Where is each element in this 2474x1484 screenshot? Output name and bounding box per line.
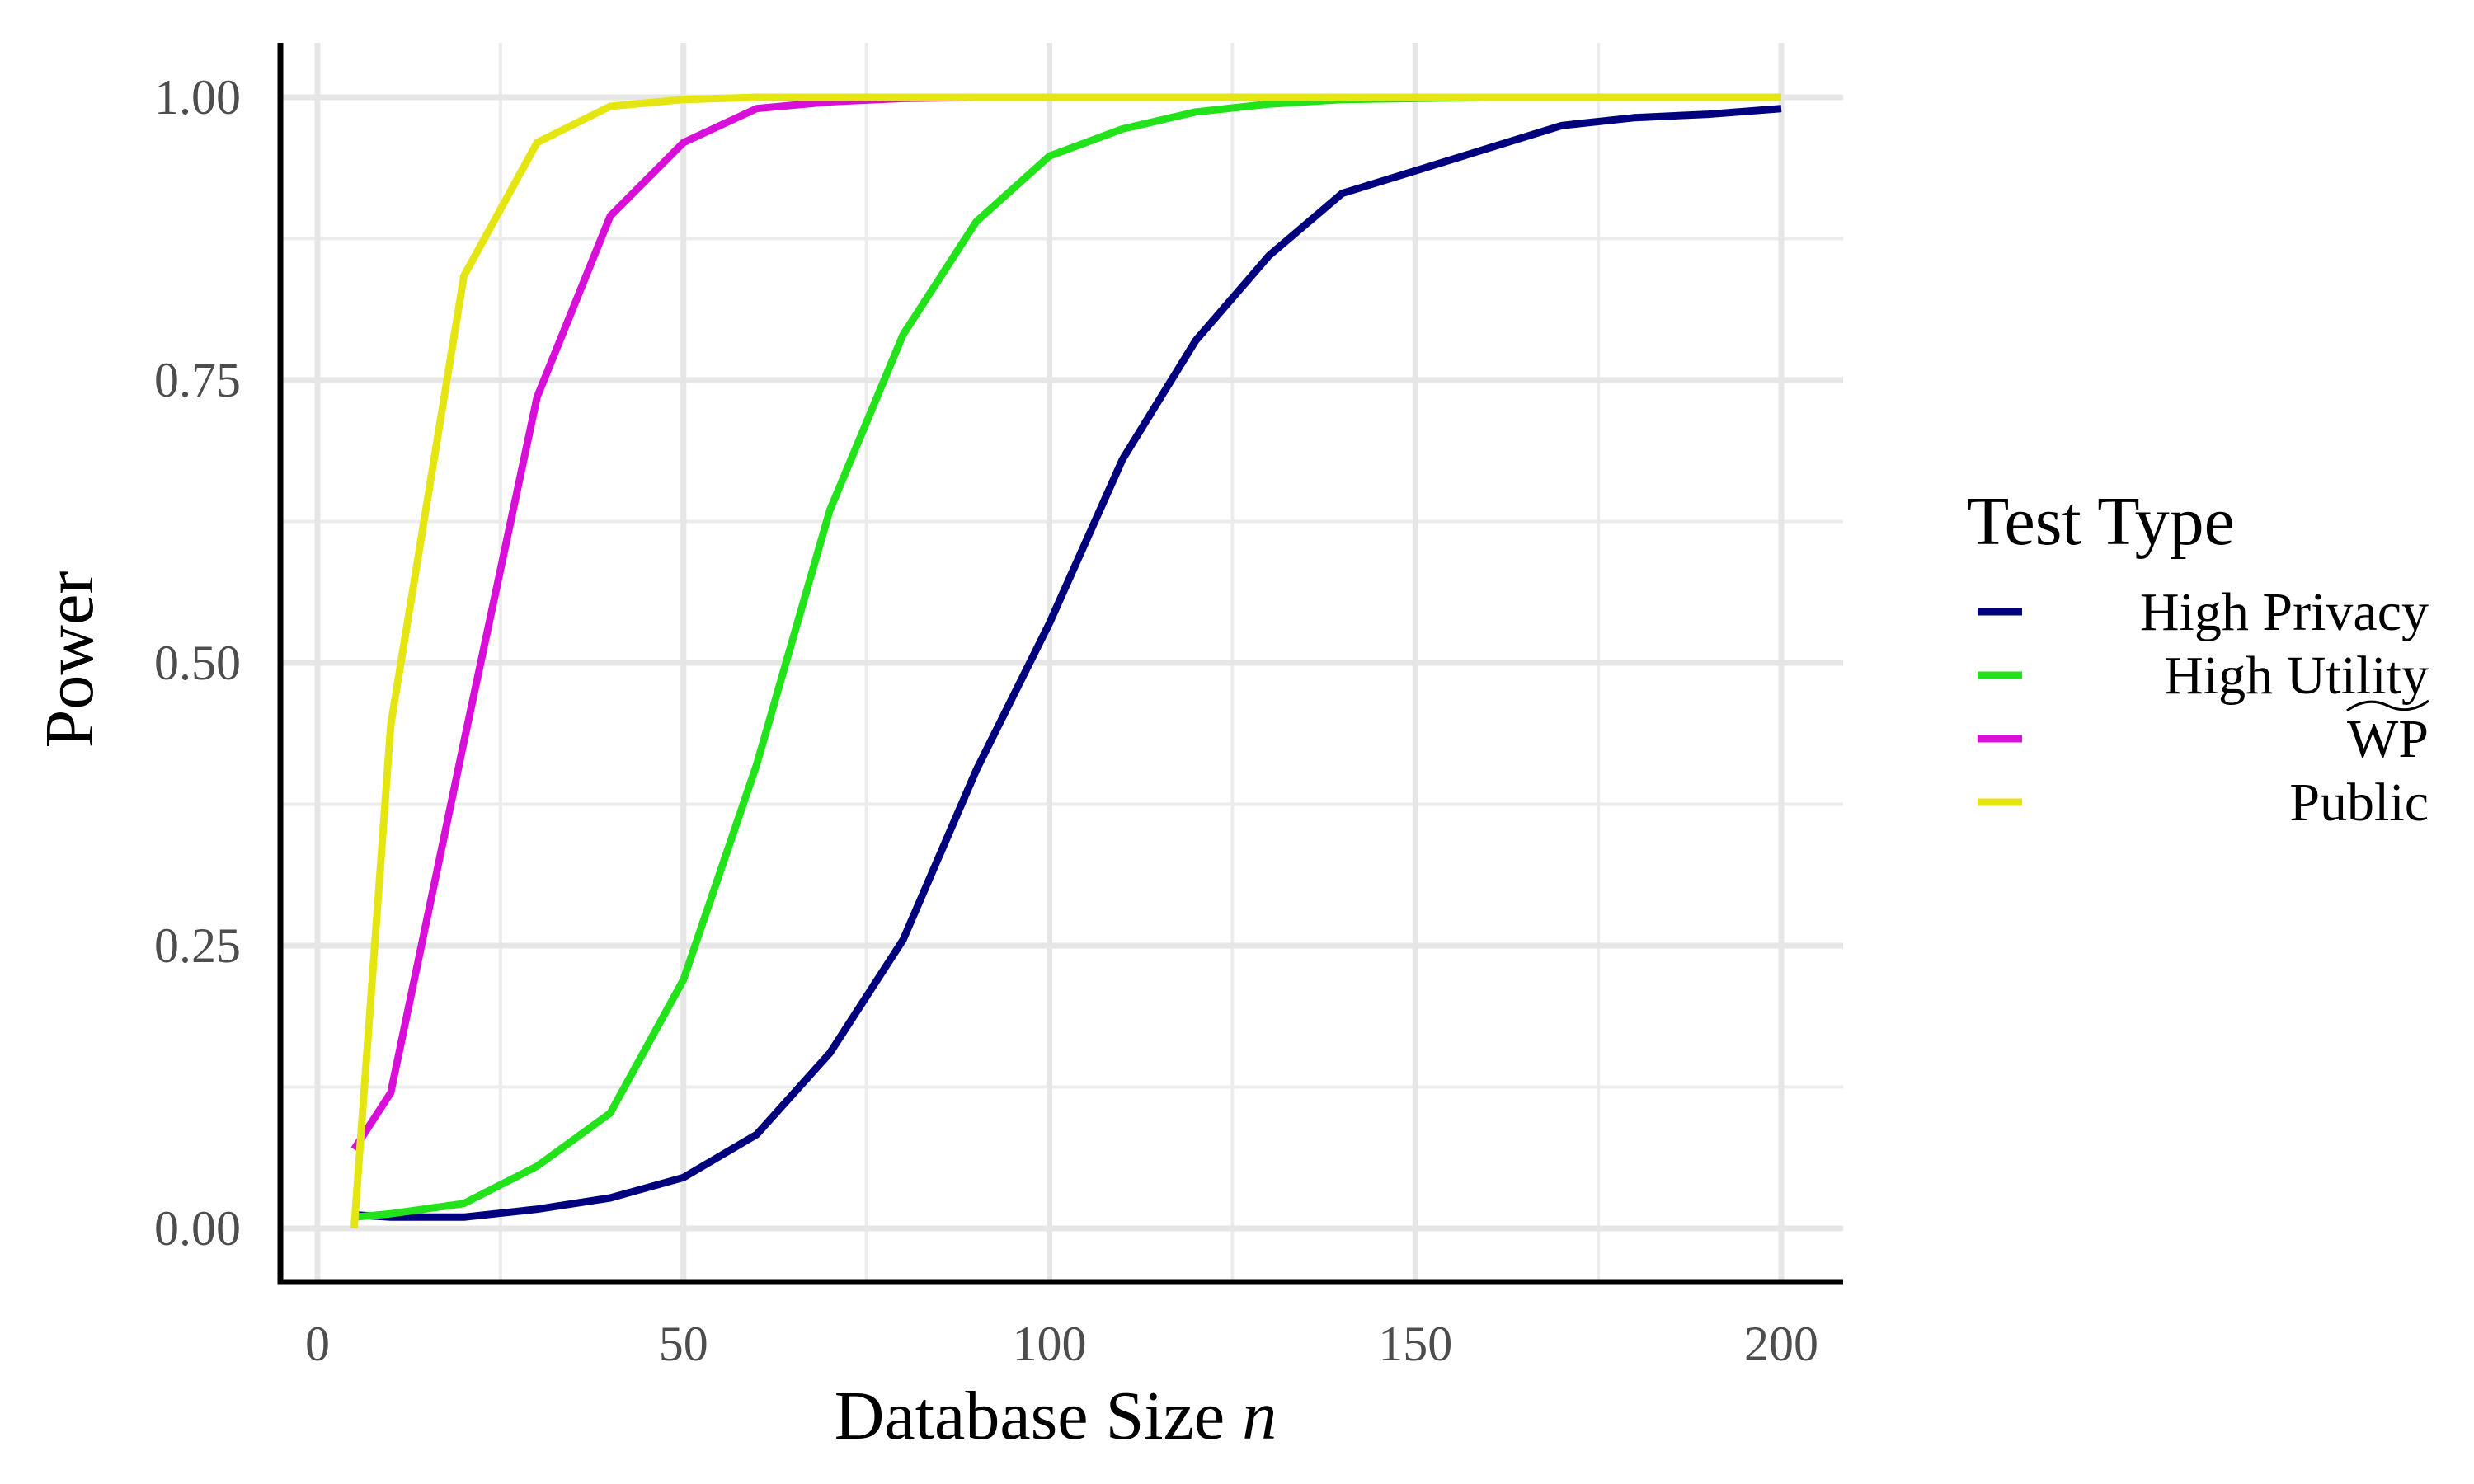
y-tick-labels: 0.00 0.25 0.50 0.75 1.00	[154, 70, 241, 1256]
x-axis-title-text: Database Size	[835, 1378, 1225, 1454]
series-line-high-privacy	[354, 105, 1782, 1221]
y-tick-label: 0.25	[154, 918, 241, 973]
y-tick-label: 0.75	[154, 353, 241, 407]
x-tick-labels: 0 50 100 150 200	[305, 1317, 1818, 1371]
legend-label-high-privacy: High Privacy	[2140, 582, 2429, 642]
x-tick-label: 0	[305, 1317, 330, 1371]
legend-label-wp: WP	[2347, 709, 2429, 769]
x-axis-title: Database Size n	[835, 1378, 1277, 1454]
legend-label-high-utility: High Utility	[2164, 646, 2429, 706]
y-tick-label: 0.50	[154, 636, 241, 690]
x-tick-label: 200	[1744, 1317, 1818, 1371]
y-tick-label: 0.00	[154, 1201, 241, 1256]
y-axis-title: Power	[31, 571, 108, 749]
series-line-wp	[350, 93, 1781, 1152]
legend-label-public: Public	[2289, 773, 2429, 833]
legend-title: Test Type	[1967, 483, 2235, 560]
series-lines	[350, 93, 1782, 1229]
x-tick-label: 50	[659, 1317, 708, 1371]
grid	[280, 43, 1843, 1282]
x-tick-label: 150	[1378, 1317, 1452, 1371]
x-tick-label: 100	[1013, 1317, 1087, 1371]
axes	[277, 43, 1843, 1285]
y-tick-label: 1.00	[154, 70, 241, 124]
legend-label-tilde-accent	[2346, 699, 2429, 712]
series-line-public	[350, 93, 1781, 1229]
series-line-high-utility	[353, 93, 1781, 1221]
x-axis-title-variable: n	[1242, 1378, 1277, 1454]
